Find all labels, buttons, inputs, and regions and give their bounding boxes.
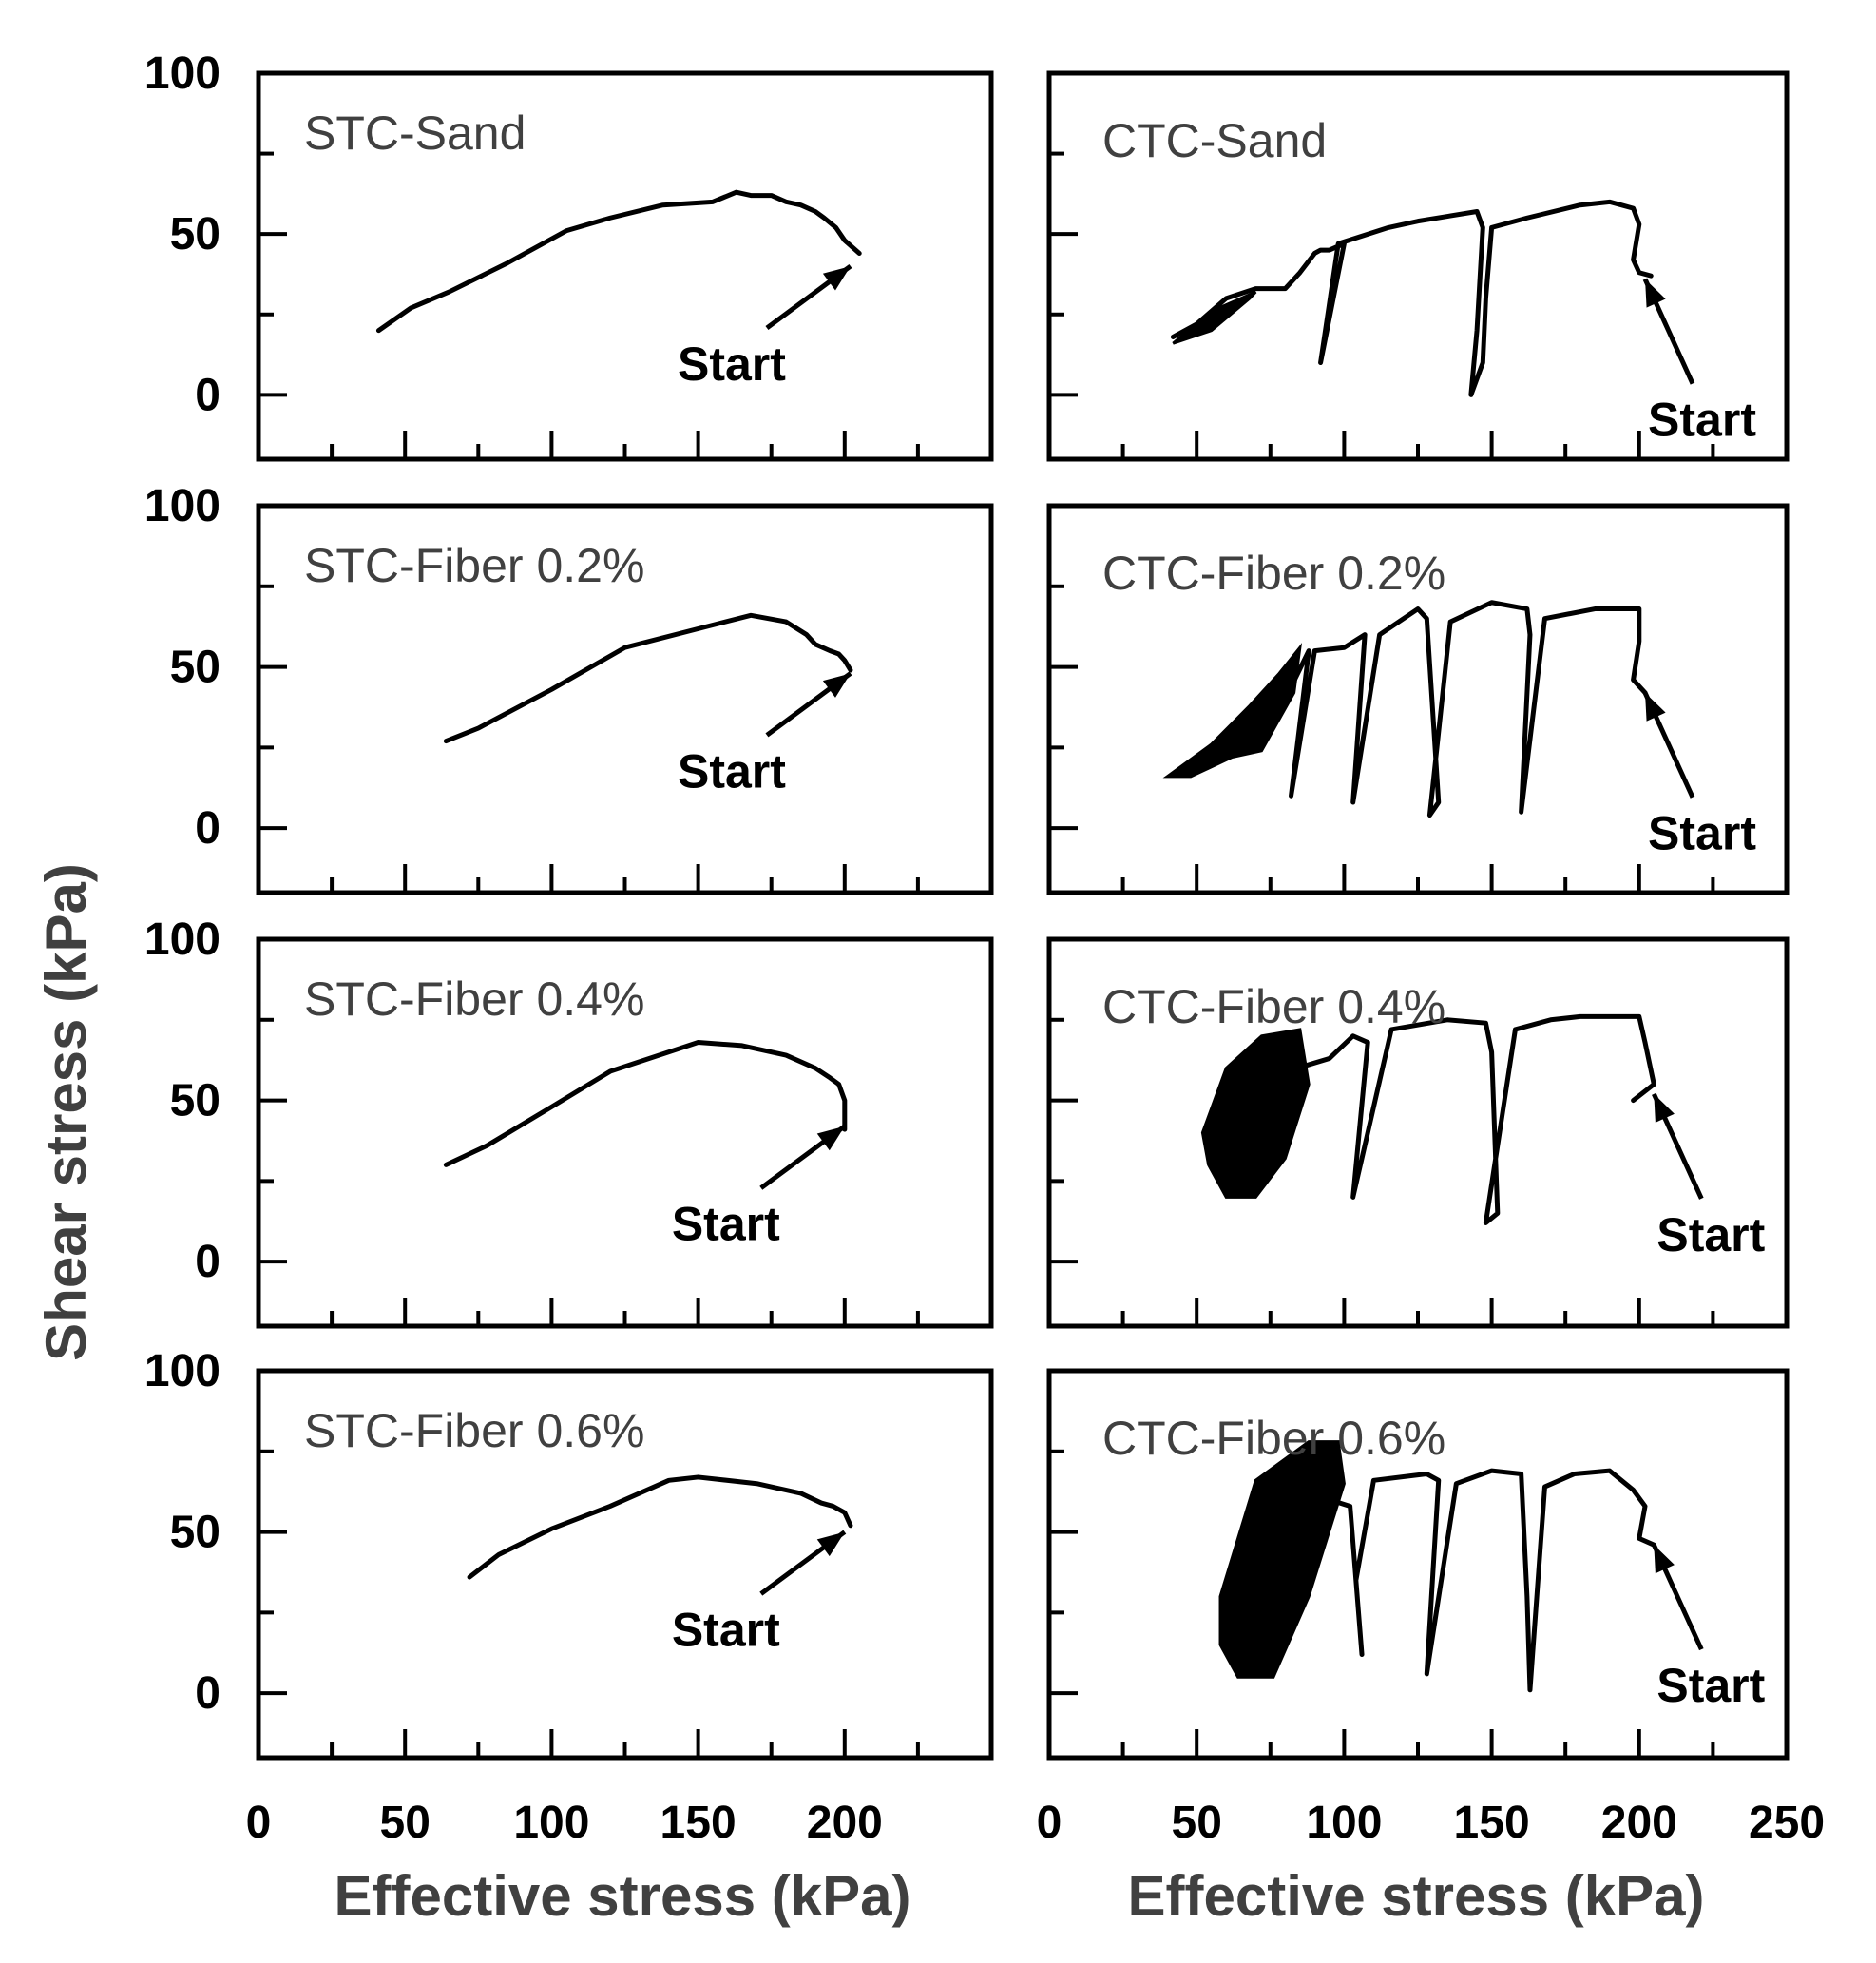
stress-path-line	[375, 189, 862, 334]
y-tick-label: 100	[144, 48, 220, 99]
start-arrowhead	[822, 673, 851, 698]
panel-3: Start CTC-Fiber 0.2%	[1046, 503, 1790, 895]
panel-4: 0 50 100 Start STC-Fiber 0.4%	[144, 914, 994, 1329]
dense-loops-region	[1218, 1440, 1346, 1679]
stress-path-line	[443, 1040, 848, 1167]
x-tick-label: 200	[1601, 1798, 1677, 1848]
start-label: Start	[1648, 394, 1756, 447]
stress-path-line	[1170, 199, 1654, 397]
panel-0: 0 50 100 Start STC-Sand	[144, 48, 994, 462]
start-arrowhead	[1654, 1545, 1675, 1574]
stress-path-line	[1297, 1468, 1656, 1693]
stress-path-line	[467, 1474, 853, 1580]
stress-path-line	[443, 612, 853, 744]
start-arrowhead	[816, 1126, 845, 1151]
y-tick-label: 0	[195, 370, 220, 420]
panel-title: STC-Fiber 0.6%	[304, 1404, 644, 1457]
start-arrowhead	[1645, 692, 1666, 722]
panel-1: Start CTC-Sand	[1046, 70, 1790, 462]
stress-path-line	[1282, 600, 1648, 818]
x-tick-label: 150	[660, 1798, 737, 1848]
panel-title: STC-Sand	[304, 106, 526, 160]
y-tick-label: 0	[195, 1237, 220, 1287]
panel-5: Start CTC-Fiber 0.4%	[1046, 936, 1790, 1329]
start-label: Start	[678, 337, 786, 391]
start-arrowhead	[1645, 279, 1666, 308]
y-tick-label: 50	[170, 209, 220, 260]
x-axis-title-left: Effective stress (kPa)	[335, 1864, 911, 1928]
panel-title: CTC-Fiber 0.2%	[1102, 547, 1445, 600]
x-tick-label: 0	[246, 1798, 272, 1848]
stress-path-line	[1294, 1013, 1656, 1225]
x-tick-label: 100	[1306, 1798, 1382, 1848]
x-tick-label: 100	[513, 1798, 589, 1848]
x-tick-label: 150	[1454, 1798, 1530, 1848]
start-arrowhead	[816, 1531, 845, 1557]
start-arrowhead	[1654, 1093, 1675, 1123]
x-tick-label: 50	[1172, 1798, 1222, 1848]
start-label: Start	[1648, 807, 1756, 860]
x-tick-label: 200	[807, 1798, 883, 1848]
panel-title: CTC-Sand	[1102, 114, 1327, 167]
y-tick-label: 100	[144, 914, 220, 965]
dense-loops-region	[1172, 290, 1257, 345]
y-tick-label: 100	[144, 1346, 220, 1396]
start-label: Start	[678, 744, 786, 798]
y-tick-label: 50	[170, 643, 220, 693]
plots-layer: 0 50 100 Start STC-Sand Start CTC-Sand 0 50 100 St…	[144, 48, 1825, 1848]
start-label: Start	[672, 1604, 780, 1657]
panel-title: STC-Fiber 0.2%	[304, 539, 644, 592]
x-tick-label: 250	[1749, 1798, 1825, 1848]
panel-title: STC-Fiber 0.4%	[304, 972, 644, 1026]
x-tick-label: 50	[380, 1798, 431, 1848]
y-tick-label: 0	[195, 803, 220, 854]
x-tick-label: 0	[1037, 1798, 1062, 1848]
start-arrowhead	[822, 266, 851, 291]
panel-6: 0 50 100 0 50 100 150 200 Start STC-Fiber 0.6%	[144, 1346, 994, 1848]
y-axis-title: Shear stress (kPa)	[34, 863, 98, 1361]
dense-loops-region	[1200, 1028, 1311, 1199]
panel-title: CTC-Fiber 0.6%	[1102, 1412, 1445, 1465]
y-tick-label: 100	[144, 481, 220, 531]
start-label: Start	[672, 1198, 780, 1251]
y-tick-label: 0	[195, 1668, 220, 1719]
start-label: Start	[1656, 1659, 1765, 1712]
dense-loops-region	[1162, 643, 1303, 779]
start-label: Start	[1656, 1208, 1765, 1261]
y-tick-label: 50	[170, 1508, 220, 1558]
y-tick-label: 50	[170, 1076, 220, 1126]
x-axis-title-right: Effective stress (kPa)	[1128, 1864, 1705, 1928]
panel-title: CTC-Fiber 0.4%	[1102, 980, 1445, 1033]
panel-2: 0 50 100 Start STC-Fiber 0.2%	[144, 481, 994, 895]
panel-7: 0 50 100 150 200 250 Start CTC-Fiber 0.6%	[1037, 1368, 1825, 1848]
